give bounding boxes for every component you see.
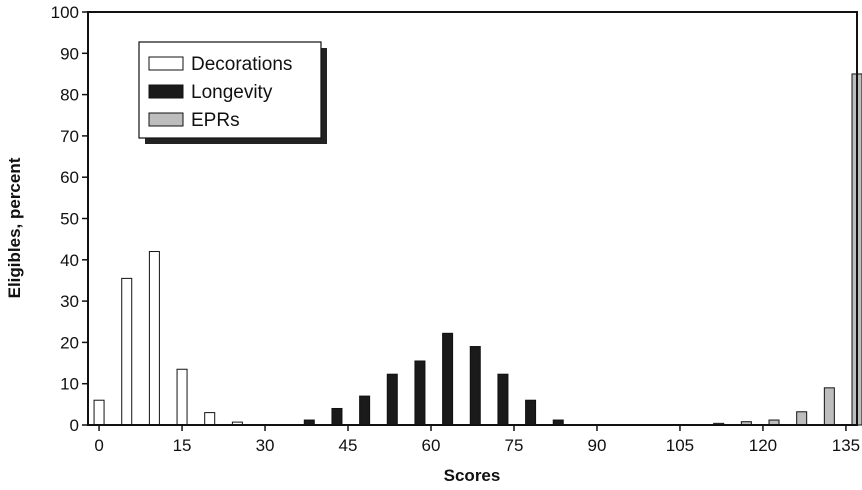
- y-tick-label: 100: [51, 3, 79, 22]
- legend-swatch-decorations: [148, 56, 184, 71]
- x-tick-label: 30: [256, 436, 275, 455]
- legend: Decorations Longevity EPRs: [138, 41, 327, 144]
- legend-swatch-eprs: [148, 112, 184, 127]
- y-tick-label: 90: [60, 44, 79, 63]
- bar-longevity-73: [497, 373, 509, 426]
- x-axis-title: Scores: [444, 466, 501, 485]
- y-tick-label: 50: [60, 210, 79, 229]
- bar-decorations-5: [121, 277, 133, 426]
- bar-longevity-48: [359, 395, 371, 426]
- bar-longevity-78: [525, 399, 537, 426]
- y-tick-label: 0: [70, 416, 79, 435]
- bar-longevity-68: [469, 346, 481, 426]
- y-tick-label: 40: [60, 251, 79, 270]
- bar-decorations-10: [148, 251, 160, 426]
- bar-longevity-53: [386, 373, 398, 426]
- x-tick-label: 15: [173, 436, 192, 455]
- x-tick-label: 45: [339, 436, 358, 455]
- bar-decorations-15: [176, 368, 188, 426]
- y-tick-label: 60: [60, 168, 79, 187]
- bar-decorations-0: [93, 399, 105, 426]
- legend-label-longevity: Longevity: [191, 82, 273, 103]
- x-tick-label: 105: [666, 436, 694, 455]
- legend-label-eprs: EPRs: [191, 110, 240, 131]
- bar-longevity-43: [331, 407, 343, 426]
- y-tick-label: 30: [60, 292, 79, 311]
- x-tick-label: 75: [505, 436, 524, 455]
- legend-swatch-longevity: [148, 84, 184, 99]
- legend-label-decorations: Decorations: [191, 54, 292, 75]
- x-tick-label: 120: [749, 436, 777, 455]
- bar-eprs-127: [796, 411, 808, 426]
- bar-longevity-58: [414, 360, 426, 426]
- y-axis-title: Eligibles, percent: [5, 157, 24, 298]
- y-tick-label: 80: [60, 86, 79, 105]
- y-tick-label: 10: [60, 375, 79, 394]
- x-tick-label: 135: [832, 436, 860, 455]
- bar-longevity-63: [442, 332, 454, 426]
- x-tick-label: 60: [422, 436, 441, 455]
- bar-decorations-20: [204, 412, 216, 426]
- axes-layer: 0 10 20 30 40 50 60 70 80 90 100 0 15 30 45 60 75 90 105 12…: [51, 3, 860, 455]
- y-tick-label: 70: [60, 127, 79, 146]
- bar-eprs-132: [823, 387, 835, 426]
- y-tick-label: 20: [60, 333, 79, 352]
- x-tick-label: 0: [94, 436, 103, 455]
- x-tick-label: 90: [588, 436, 607, 455]
